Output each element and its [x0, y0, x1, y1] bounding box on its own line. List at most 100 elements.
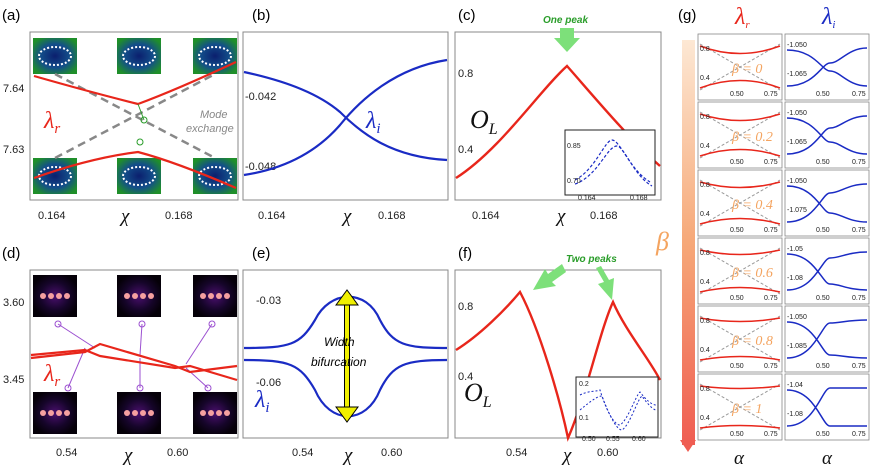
- a-annot-exchange: exchange: [186, 123, 234, 135]
- f-inset-xtick-2: 0.60: [632, 436, 646, 443]
- f-ytick-1: 0.4: [458, 371, 473, 383]
- g-red-curve-lower: [699, 424, 781, 429]
- f-inset-ytick-0: 0.2: [579, 381, 589, 388]
- g-right-xtick-1: 0.75: [852, 295, 866, 302]
- a-xtick-0: 0.164: [38, 210, 66, 222]
- g-xlabel-left: α: [734, 448, 745, 467]
- frame-c: [454, 31, 662, 201]
- g-blue-curve-2: [786, 389, 867, 427]
- c-annot-one-peak: One peak: [543, 15, 588, 26]
- a-mode-img-tm: [117, 38, 161, 74]
- g-lambda-r: λr: [734, 4, 750, 31]
- b-blue-curve-2: [243, 58, 448, 177]
- g-blue-curve-1: [786, 387, 867, 427]
- g-row-1: 0.8 0.4 -1.050 -1.065 0.50 0.75 0.50 0.75 β = 0.…: [697, 101, 870, 169]
- g-right-ytick-bot: -1.08: [787, 275, 803, 282]
- g-beta-label: β = 0: [731, 62, 762, 77]
- panel-label-d: (d): [2, 245, 20, 262]
- f-arrow-right-icon: [596, 266, 614, 300]
- e-double-arrow-icon: [335, 289, 359, 423]
- f-xlabel: χ: [561, 445, 572, 466]
- g-red-curve-lower: [699, 286, 781, 293]
- f-ytick-0: 0.8: [458, 301, 473, 313]
- g-blue-curve-1: [786, 115, 868, 155]
- panel-frames: [29, 31, 662, 439]
- a-ytick-0: 7.64: [3, 83, 24, 95]
- f-inset-xtick-0: 0.50: [582, 436, 596, 443]
- c-inset-xtick-1: 0.168: [630, 195, 648, 202]
- c-inset: 0.85 0.70 0.164 0.168: [564, 129, 656, 202]
- panel-a: 7.64 7.63 0.164 0.168 χ λr Mode: [3, 38, 237, 227]
- g-red-curve-lower: [699, 79, 781, 89]
- g-beta-label: β = 0.4: [731, 198, 773, 213]
- g-right-ytick-top: -1.04: [787, 382, 803, 389]
- a-red-curve-lower: [33, 150, 237, 190]
- g-left-ytick-top: 0.8: [700, 46, 710, 53]
- d-mode-img-tl: [33, 275, 77, 317]
- e-ytick-1: -0.06: [256, 377, 281, 389]
- c-inset-ytick-1: 0.70: [567, 178, 581, 185]
- e-ytick-0: -0.03: [256, 295, 281, 307]
- g-right-ytick-bot: -1.065: [787, 71, 807, 78]
- c-xtick-0: 0.164: [472, 210, 500, 222]
- g-xlabel-right: α: [822, 448, 833, 467]
- g-right-ytick-top: -1.050: [787, 42, 807, 49]
- b-blue-curve-1: [243, 70, 448, 162]
- f-arrow-left-icon: [533, 264, 566, 290]
- f-inset-xtick-1: 0.55: [606, 436, 620, 443]
- g-beta-label: β = 1: [731, 402, 762, 417]
- g-lambda-i: λi: [821, 4, 835, 31]
- g-red-curve-lower: [699, 217, 781, 225]
- g-right-xtick-1: 0.75: [852, 159, 866, 166]
- g-right-ytick-bot: -1.085: [787, 343, 807, 350]
- d-xtick-1: 0.60: [167, 447, 188, 459]
- g-right-xtick-1: 0.75: [852, 363, 866, 370]
- g-left-xtick-0: 0.50: [730, 431, 744, 438]
- frame-b: [242, 31, 449, 201]
- g-right-xtick-0: 0.50: [816, 295, 830, 302]
- b-xtick-1: 0.168: [378, 210, 406, 222]
- g-left-xtick-0: 0.50: [730, 363, 744, 370]
- a-xlabel: χ: [119, 206, 130, 227]
- f-xtick-0: 0.54: [506, 447, 527, 459]
- g-blue-curve-2: [786, 117, 868, 155]
- a-lambda-r: λr: [43, 108, 60, 137]
- g-blue-curve-1: [786, 47, 868, 87]
- c-ytick-1: 0.4: [458, 144, 473, 156]
- f-inset: 0.2 0.1 0.50 0.55 0.60: [575, 376, 659, 443]
- g-beta-label: β = 0.6: [731, 266, 773, 281]
- e-lambda-i: λi: [254, 387, 270, 416]
- c-OL: OL: [470, 105, 498, 138]
- g-right-ytick-bot: -1.075: [787, 207, 807, 214]
- g-left-xtick-0: 0.50: [730, 159, 744, 166]
- panel-label-e: (e): [252, 245, 270, 262]
- f-annot-two-peaks: Two peaks: [566, 254, 617, 265]
- g-row-0: 0.8 0.4 -1.050 -1.065 0.50 0.75 0.50 0.75 β = 0: [697, 33, 870, 101]
- frame-e: [242, 269, 449, 439]
- a-mode-img-tr: [193, 38, 237, 74]
- g-right-xtick-0: 0.50: [816, 91, 830, 98]
- panel-f: 0.8 0.4 0.54 0.60 χ Two peaks OL 0.2 0.1…: [455, 254, 662, 466]
- g-left-ytick-bot: 0.4: [700, 211, 710, 218]
- panel-c: 0.8 0.4 0.164 0.168 χ One peak OL 0.85 0…: [455, 15, 661, 227]
- panel-label-g: (g): [678, 7, 696, 24]
- g-left-xtick-0: 0.50: [730, 227, 744, 234]
- d-mode-img-tr: [193, 275, 237, 317]
- g-right-xtick-0: 0.50: [816, 227, 830, 234]
- b-xlabel: χ: [341, 206, 352, 227]
- g-blue-curve-2: [786, 321, 868, 359]
- g-right-ytick-top: -1.050: [787, 110, 807, 117]
- g-red-curve-lower: [699, 355, 781, 361]
- g-blue-curve-2: [786, 49, 868, 87]
- frame-a: [29, 31, 239, 201]
- g-blue-curve-1: [786, 183, 868, 223]
- g-left-ytick-bot: 0.4: [700, 75, 710, 82]
- a-marker-upper: [140, 116, 148, 124]
- d-mode-img-br: [193, 392, 237, 434]
- g-left-ytick-top: 0.8: [700, 250, 710, 257]
- g-blue-curve-1: [786, 319, 868, 359]
- g-red-curve-upper: [699, 317, 781, 323]
- g-left-xtick-1: 0.75: [764, 363, 778, 370]
- d-xlabel: χ: [122, 445, 133, 466]
